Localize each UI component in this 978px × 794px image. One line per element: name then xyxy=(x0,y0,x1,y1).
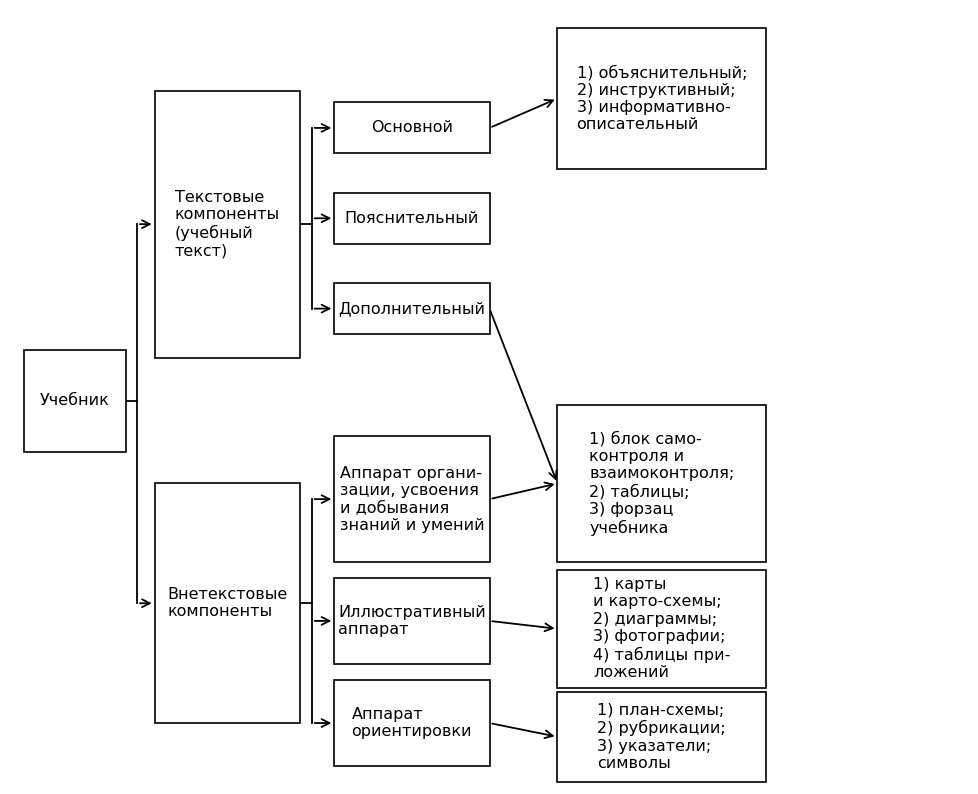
Text: Аппарат
ориентировки: Аппарат ориентировки xyxy=(351,707,471,739)
Text: Внетекстовые
компоненты: Внетекстовые компоненты xyxy=(167,587,288,619)
Bar xyxy=(556,28,766,169)
Bar xyxy=(155,484,300,723)
Bar xyxy=(556,405,766,562)
Bar xyxy=(333,102,489,153)
Bar xyxy=(333,680,489,766)
Bar xyxy=(333,436,489,562)
Text: 1) карты
и карто-схемы;
2) диаграммы;
3) фотографии;
4) таблицы при-
ложений: 1) карты и карто-схемы; 2) диаграммы; 3)… xyxy=(593,577,730,680)
Bar xyxy=(556,570,766,688)
Bar xyxy=(23,350,125,452)
Text: Дополнительный: Дополнительный xyxy=(338,301,485,316)
Text: 1) план-схемы;
2) рубрикации;
3) указатели;
символы: 1) план-схемы; 2) рубрикации; 3) указате… xyxy=(597,703,726,771)
Bar xyxy=(333,193,489,244)
Text: Основной: Основной xyxy=(371,121,453,136)
Text: Пояснительный: Пояснительный xyxy=(344,210,478,225)
Text: Иллюстративный
аппарат: Иллюстративный аппарат xyxy=(337,605,485,637)
Text: Аппарат органи-
зации, усвоения
и добывания
знаний и умений: Аппарат органи- зации, усвоения и добыва… xyxy=(339,465,484,533)
Text: Текстовые
компоненты
(учебный
текст): Текстовые компоненты (учебный текст) xyxy=(175,190,280,259)
Text: 1) объяснительный;
2) инструктивный;
3) информативно-
описательный: 1) объяснительный; 2) инструктивный; 3) … xyxy=(576,64,746,133)
Bar xyxy=(155,91,300,358)
Bar xyxy=(333,578,489,664)
Bar xyxy=(333,283,489,334)
Text: Учебник: Учебник xyxy=(40,394,110,408)
Bar xyxy=(556,692,766,782)
Text: 1) блок само-
контроля и
взаимоконтроля;
2) таблицы;
3) форзац
учебника: 1) блок само- контроля и взаимоконтроля;… xyxy=(589,431,734,536)
